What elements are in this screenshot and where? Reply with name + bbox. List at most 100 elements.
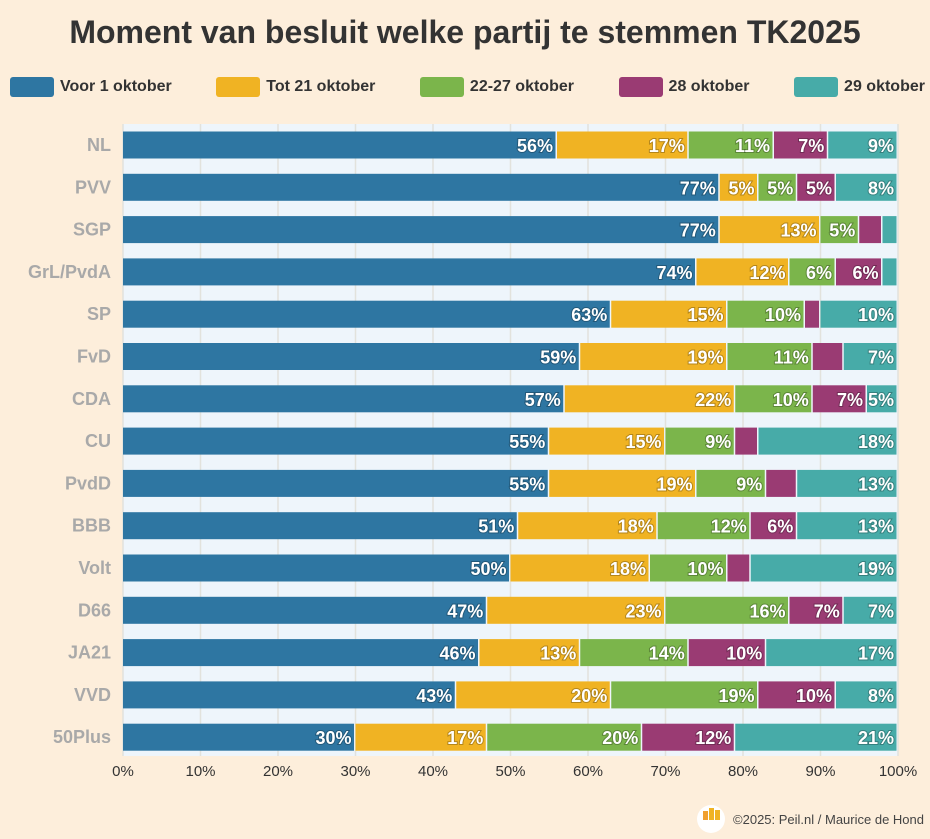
bar-segment xyxy=(123,639,478,667)
data-label: 20% xyxy=(602,728,638,748)
data-label: 5% xyxy=(728,178,754,198)
bar-segment xyxy=(867,385,897,413)
data-label: 18% xyxy=(618,517,654,537)
bar-segment xyxy=(812,385,866,413)
bar-segment xyxy=(123,469,548,497)
category-label: PVV xyxy=(75,177,111,197)
category-label: SP xyxy=(87,304,111,324)
data-label: 19% xyxy=(718,686,754,706)
bar-segment xyxy=(549,469,695,497)
bar-segment xyxy=(456,681,610,709)
bar-segment xyxy=(479,639,579,667)
data-label: 10% xyxy=(858,305,894,325)
bar-segment xyxy=(836,173,897,201)
data-label: 15% xyxy=(687,305,723,325)
legend-label: 28 oktober xyxy=(668,78,750,95)
peil-logo xyxy=(697,805,726,833)
bar-segment xyxy=(820,300,897,328)
bar-segment xyxy=(820,216,858,244)
bar-segment xyxy=(611,681,757,709)
legend-item: Tot 21 oktober xyxy=(216,77,375,97)
data-label: 8% xyxy=(868,686,894,706)
bar-segment xyxy=(836,258,881,286)
category-label: CU xyxy=(85,431,111,451)
bar-segment xyxy=(487,596,664,624)
data-label: 19% xyxy=(858,559,894,579)
bar-segment xyxy=(580,343,726,370)
category-label: Volt xyxy=(78,558,111,578)
data-label: 10% xyxy=(773,390,809,410)
data-label: 7% xyxy=(798,136,824,156)
data-label: 30% xyxy=(315,728,351,748)
legend-label: Tot 21 oktober xyxy=(266,78,376,95)
bar-segment xyxy=(580,639,688,667)
x-tick-label: 90% xyxy=(805,763,835,780)
bar-segment xyxy=(642,723,734,751)
data-label: 55% xyxy=(509,432,545,452)
bar-segment xyxy=(727,300,804,328)
bar-segment xyxy=(735,723,897,751)
bar-segment xyxy=(650,554,726,582)
bar-segment xyxy=(123,216,719,244)
credit-text: ©2025: Peil.nl / Maurice de Hond xyxy=(733,811,924,827)
category-label: FvD xyxy=(77,347,111,367)
data-label: 13% xyxy=(540,644,576,664)
data-label: 5% xyxy=(767,178,793,198)
legend: Voor 1 oktober Tot 21 oktober 22-27 oktobe… xyxy=(10,77,925,97)
data-label: 18% xyxy=(610,559,646,579)
data-label: 7% xyxy=(837,390,863,410)
bar-segment xyxy=(696,469,765,497)
footer: ©2025: Peil.nl / Maurice de Hond xyxy=(697,805,924,833)
bar-segment xyxy=(123,131,556,159)
data-label: 12% xyxy=(711,517,747,537)
data-label: 19% xyxy=(687,348,723,368)
data-label: 17% xyxy=(649,136,685,156)
data-label: 15% xyxy=(625,432,661,452)
data-label: 14% xyxy=(649,644,685,664)
data-label: 11% xyxy=(774,348,809,368)
legend-swatch xyxy=(419,77,464,97)
bar-segment xyxy=(789,258,835,286)
data-label: 56% xyxy=(517,136,553,156)
bar-segment xyxy=(797,512,897,540)
data-label: 10% xyxy=(765,305,801,325)
bar-segment xyxy=(549,427,664,455)
legend-swatch xyxy=(216,77,261,97)
bar-segment xyxy=(123,723,354,751)
data-label: 6% xyxy=(852,263,878,283)
bar-segment xyxy=(789,596,843,624)
bar-segment xyxy=(766,469,796,497)
data-label: 5% xyxy=(806,178,832,198)
legend-swatch xyxy=(794,77,839,97)
bar-segment xyxy=(843,343,897,370)
bar-segment xyxy=(766,639,897,667)
legend-label: 22-27 oktober xyxy=(469,78,574,95)
bar-segment xyxy=(657,512,750,540)
category-label: PvdD xyxy=(65,473,111,493)
data-label: 7% xyxy=(814,601,840,621)
bar-segment xyxy=(123,554,509,582)
data-label: 9% xyxy=(868,136,894,156)
x-tick-label: 70% xyxy=(650,763,680,780)
data-label: 59% xyxy=(540,348,576,368)
data-label: 57% xyxy=(525,390,561,410)
category-label: 50Plus xyxy=(53,727,111,747)
bar-segment xyxy=(758,427,897,455)
data-label: 47% xyxy=(447,601,483,621)
bar-segment xyxy=(828,131,897,159)
data-label: 10% xyxy=(687,559,723,579)
data-label: 23% xyxy=(625,601,661,621)
x-tick-label: 30% xyxy=(340,763,370,780)
category-label: CDA xyxy=(72,389,111,409)
data-label: 20% xyxy=(571,686,607,706)
data-label: 50% xyxy=(470,559,506,579)
category-label: VVD xyxy=(74,685,111,705)
data-label: 63% xyxy=(571,305,607,325)
bar-segment xyxy=(750,554,897,582)
legend-item: 22-27 oktober xyxy=(419,77,574,97)
legend-label: Voor 1 oktober xyxy=(60,78,172,95)
data-label: 8% xyxy=(868,178,894,198)
data-label: 17% xyxy=(447,728,483,748)
bar-segment xyxy=(843,596,897,624)
data-label: 19% xyxy=(656,474,692,494)
